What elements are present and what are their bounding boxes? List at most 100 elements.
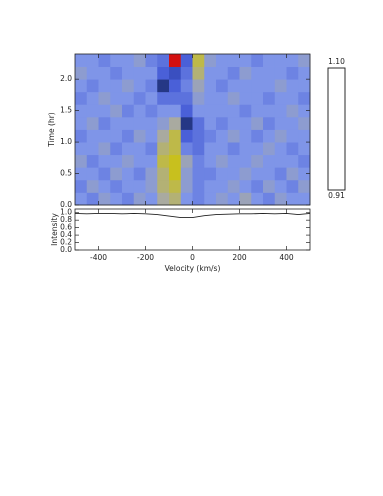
heat-cell: [122, 79, 135, 93]
heat-cell: [145, 154, 158, 168]
heat-cell: [192, 179, 205, 193]
heat-cell: [122, 167, 135, 181]
heat-cell: [122, 54, 135, 67]
heat-cell: [133, 116, 146, 130]
heat-cell: [204, 179, 217, 193]
heat-cell: [75, 167, 88, 181]
heat-cell: [75, 66, 88, 80]
heat-cell: [204, 116, 217, 130]
x-tick-label: 400: [279, 253, 294, 262]
heat-cell: [239, 116, 252, 130]
heat-cell: [227, 104, 240, 118]
heat-cell: [86, 116, 99, 130]
heat-cell: [227, 142, 240, 156]
heat-cell: [204, 192, 217, 206]
heat-cell: [75, 179, 88, 193]
heat-cell: [75, 154, 88, 168]
heat-cell: [227, 167, 240, 181]
heat-cell: [216, 154, 229, 168]
y-tick-label: 1.0: [60, 208, 72, 217]
heat-cell: [145, 91, 158, 105]
heat-cell: [169, 167, 182, 181]
heat-cell: [239, 91, 252, 105]
heat-cell: [227, 79, 240, 93]
y-tick-label: 0.0: [60, 200, 72, 209]
heat-cell: [180, 79, 193, 93]
heat-cell: [75, 91, 88, 105]
heat-cell: [145, 179, 158, 193]
heat-cell: [169, 192, 182, 206]
heat-cell: [110, 116, 123, 130]
y-tick-label: 1.5: [60, 106, 72, 115]
heat-cell: [286, 91, 299, 105]
heat-cell: [274, 129, 287, 143]
heat-cell: [180, 116, 193, 130]
x-axis-label: Velocity (km/s): [165, 264, 221, 273]
heat-cell: [251, 79, 264, 93]
heat-cell: [286, 167, 299, 181]
heat-cell: [239, 167, 252, 181]
heat-cell: [204, 91, 217, 105]
y-axis-label: Time (hr): [47, 112, 56, 148]
heat-cell: [145, 129, 158, 143]
heat-cell: [98, 192, 111, 206]
y-tick-label: 0.5: [60, 169, 72, 178]
heat-cell: [122, 104, 135, 118]
heat-cell: [274, 116, 287, 130]
heat-cell: [263, 154, 276, 168]
heat-cell: [86, 66, 99, 80]
heat-cell: [298, 154, 311, 168]
heat-cell: [169, 116, 182, 130]
heat-cell: [157, 104, 170, 118]
heat-cell: [157, 79, 170, 93]
heat-cell: [274, 154, 287, 168]
heat-cell: [263, 192, 276, 206]
heat-cell: [98, 179, 111, 193]
heat-cell: [192, 167, 205, 181]
heat-cell: [286, 179, 299, 193]
heat-cell: [263, 104, 276, 118]
heat-cell: [192, 91, 205, 105]
heat-cell: [133, 66, 146, 80]
heat-cell: [110, 192, 123, 206]
heat-cell: [274, 179, 287, 193]
heat-cell: [204, 54, 217, 67]
heat-cell: [192, 116, 205, 130]
heat-cell: [86, 167, 99, 181]
heat-cell: [86, 91, 99, 105]
heat-cell: [180, 179, 193, 193]
heat-cell: [75, 142, 88, 156]
heat-cell: [239, 54, 252, 67]
heat-cell: [204, 66, 217, 80]
heat-cell: [227, 91, 240, 105]
heat-cell: [133, 142, 146, 156]
heat-cell: [86, 192, 99, 206]
heat-cell: [216, 91, 229, 105]
heat-cell: [110, 91, 123, 105]
heat-cell: [133, 104, 146, 118]
heat-cell: [157, 167, 170, 181]
heat-cell: [216, 179, 229, 193]
heat-cell: [133, 79, 146, 93]
heat-cell: [75, 79, 88, 93]
heat-cell: [286, 104, 299, 118]
heat-cell: [227, 129, 240, 143]
heat-cell: [180, 167, 193, 181]
heat-cell: [204, 167, 217, 181]
heat-cell: [227, 154, 240, 168]
heat-cell: [192, 66, 205, 80]
heat-cell: [286, 66, 299, 80]
heat-cell: [157, 91, 170, 105]
heat-cell: [251, 167, 264, 181]
heat-cell: [298, 192, 311, 206]
heat-cell: [298, 167, 311, 181]
heat-cell: [251, 66, 264, 80]
heat-cell: [98, 142, 111, 156]
heat-cell: [192, 104, 205, 118]
heat-cell: [133, 91, 146, 105]
heat-cell: [263, 91, 276, 105]
x-tick-label: 200: [232, 253, 247, 262]
y-tick-label: 0.0: [60, 245, 72, 254]
heat-cell: [216, 129, 229, 143]
